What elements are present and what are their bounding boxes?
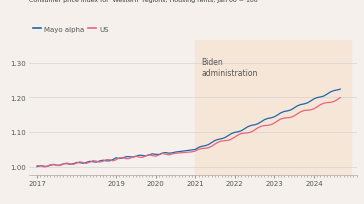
Legend: Mayo alpha, US: Mayo alpha, US xyxy=(33,27,109,33)
Bar xyxy=(195,41,352,175)
Text: Consumer price index for 'Western' regions, Housing rents, Jan 00 = 100: Consumer price index for 'Western' regio… xyxy=(29,0,258,3)
Text: Biden
administration: Biden administration xyxy=(201,58,258,78)
